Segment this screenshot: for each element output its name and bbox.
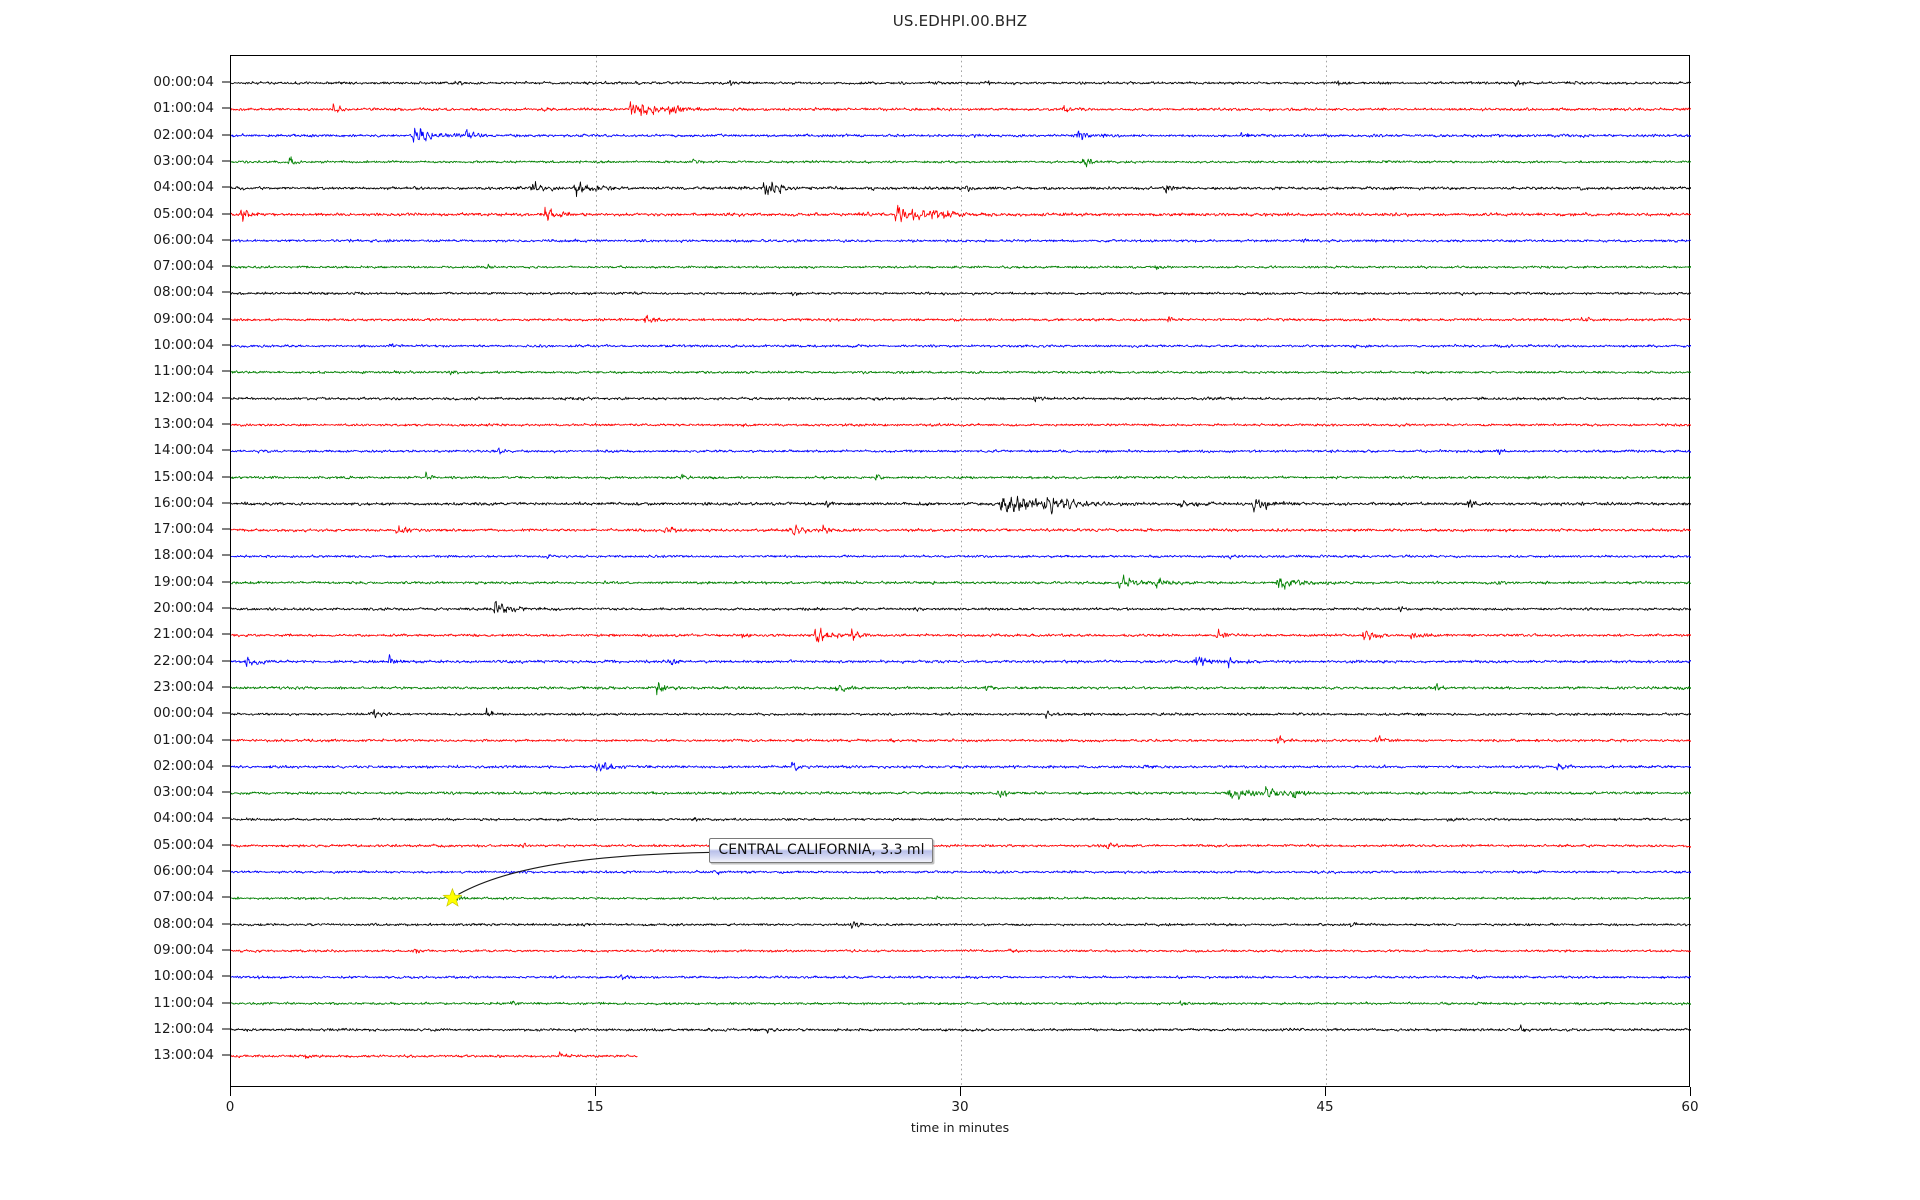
y-tick-mark: [222, 1028, 231, 1030]
page-title: US.EDHPI.00.BHZ: [892, 12, 1028, 30]
y-tick-label: 20:00:04: [153, 600, 214, 616]
y-tick-mark: [222, 160, 231, 162]
y-tick-mark: [222, 923, 231, 925]
y-tick-mark: [222, 686, 231, 688]
y-tick-label: 18:00:04: [153, 547, 214, 564]
y-tick-label: 00:00:04: [153, 705, 214, 722]
y-tick-label: 02:00:04: [153, 757, 214, 774]
y-tick-label: 10:00:04: [153, 968, 214, 985]
y-tick-label: 07:00:04: [153, 889, 214, 906]
y-tick-label: 09:00:04: [153, 310, 214, 327]
y-tick-label: 13:00:04: [153, 415, 214, 432]
y-tick-mark: [222, 528, 231, 530]
y-tick-label: 16:00:04: [153, 494, 214, 511]
y-tick-label: 11:00:04: [153, 363, 214, 380]
y-tick-label: 14:00:04: [153, 442, 214, 459]
y-tick-mark: [222, 712, 231, 714]
y-tick-label: 08:00:04: [153, 915, 214, 932]
y-tick-label: 22:00:04: [153, 652, 214, 669]
y-tick-label: 10:00:04: [153, 337, 214, 353]
y-tick-label: 08:00:04: [153, 284, 214, 301]
y-tick-mark: [222, 423, 231, 425]
y-tick-mark: [222, 134, 231, 136]
y-axis-tick-labels: 00:00:04 01:00:04 02:00:04 03:00:04 04:00:04…: [0, 0, 231, 1200]
y-tick-mark: [222, 344, 231, 346]
y-tick-mark: [222, 265, 231, 267]
y-tick-mark: [222, 870, 231, 872]
y-tick-label: 12:00:04: [153, 389, 214, 406]
y-tick-label: 13:00:04: [153, 1047, 214, 1064]
y-tick-label: 03:00:04: [153, 152, 214, 169]
y-tick-label: 05:00:04: [153, 836, 214, 853]
y-tick-mark: [222, 186, 231, 188]
y-tick-label: 09:00:04: [153, 941, 214, 958]
y-tick-mark: [222, 318, 231, 320]
y-tick-label: 12:00:04: [153, 1020, 214, 1037]
y-tick-label: 06:00:04: [153, 231, 214, 248]
x-tick-mark: [1690, 1087, 1691, 1096]
x-tick-mark: [1325, 1087, 1326, 1096]
y-tick-mark: [222, 107, 231, 109]
y-tick-label: 00:00:04: [153, 74, 214, 90]
y-tick-label: 05:00:04: [153, 205, 214, 222]
y-tick-mark: [222, 739, 231, 740]
y-tick-mark: [222, 896, 231, 898]
y-tick-mark: [222, 765, 231, 767]
y-tick-label: 07:00:04: [153, 258, 214, 275]
x-tick-label: 0: [225, 1099, 235, 1115]
y-tick-label: 23:00:04: [153, 678, 214, 695]
y-tick-label: 03:00:04: [153, 784, 214, 801]
x-tick-mark: [595, 1087, 596, 1096]
y-tick-mark: [222, 502, 231, 504]
y-tick-mark: [222, 291, 231, 293]
y-tick-mark: [222, 660, 231, 662]
y-tick-label: 02:00:04: [153, 126, 214, 143]
y-tick-mark: [222, 213, 231, 214]
x-tick-label: 15: [586, 1099, 604, 1115]
y-tick-label: 19:00:04: [153, 573, 214, 590]
y-tick-label: 17:00:04: [153, 521, 214, 538]
y-tick-label: 04:00:04: [153, 810, 214, 827]
y-tick-label: 01:00:04: [153, 100, 214, 117]
x-tick-mark: [960, 1087, 961, 1096]
y-tick-mark: [222, 239, 231, 241]
y-tick-mark: [222, 1054, 231, 1056]
y-tick-mark: [222, 817, 231, 819]
y-tick-mark: [222, 975, 231, 977]
y-tick-label: 21:00:04: [153, 626, 214, 643]
x-axis-tick-labels: 0 15 30 45 60: [0, 1087, 1920, 1147]
x-tick-mark: [230, 1087, 231, 1096]
gridlines-and-annotation-leader: [231, 56, 1691, 1088]
y-tick-label: 01:00:04: [153, 731, 214, 748]
y-tick-mark: [222, 581, 231, 583]
y-tick-mark: [222, 370, 231, 372]
y-tick-mark: [222, 791, 231, 793]
x-axis-title: time in minutes: [910, 1120, 1010, 1135]
y-tick-label: 04:00:04: [153, 179, 214, 196]
y-tick-mark: [222, 949, 231, 951]
x-tick-label: 45: [1316, 1099, 1334, 1115]
event-annotation-label[interactable]: CENTRAL CALIFORNIA, 3.3 ml: [709, 838, 934, 864]
y-tick-label: 15:00:04: [153, 468, 214, 485]
plot-area: [230, 55, 1691, 1088]
y-tick-mark: [222, 81, 231, 83]
y-tick-mark: [222, 633, 231, 635]
y-tick-mark: [222, 607, 231, 609]
y-tick-mark: [222, 397, 231, 399]
x-tick-label: 60: [1681, 1099, 1699, 1115]
y-tick-mark: [222, 1002, 231, 1003]
y-tick-mark: [222, 476, 231, 477]
y-tick-label: 06:00:04: [153, 863, 214, 879]
y-tick-mark: [222, 449, 231, 451]
y-tick-label: 11:00:04: [153, 994, 214, 1011]
y-tick-mark: [222, 844, 231, 846]
x-tick-label: 30: [951, 1099, 969, 1115]
y-tick-mark: [222, 554, 231, 556]
